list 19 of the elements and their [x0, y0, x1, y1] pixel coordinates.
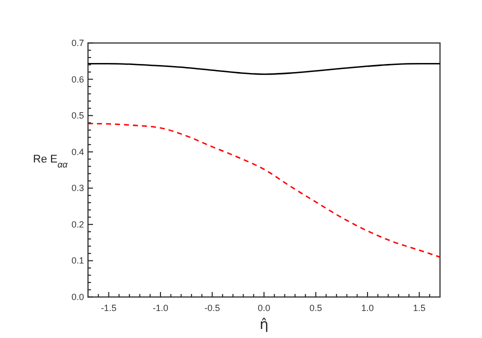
y-axis-title: Re E$_{αα}$: [33, 154, 68, 170]
y-tick-label: 0.5: [71, 110, 84, 121]
x-axis-title: η̂: [260, 317, 268, 333]
y-tick-label: 0.3: [71, 183, 84, 194]
y-tick-label: 0.1: [71, 256, 84, 266]
y-tick-label: 0.2: [71, 219, 84, 230]
y-tick-label: 0.6: [71, 74, 84, 84]
x-tick-label: -1.0: [152, 303, 168, 313]
x-tick-label: 0.0: [258, 303, 270, 313]
x-tick-label: 0.5: [310, 303, 322, 313]
line-series: [87, 62, 441, 75]
y-tick-label: 0.0: [71, 292, 84, 302]
y-tick-label: 0.4: [71, 146, 84, 157]
x-tick-label: -0.5: [204, 303, 220, 313]
y-tick-label: 0.7: [71, 38, 84, 48]
line-series: [87, 122, 441, 258]
x-tick-label: 1.5: [413, 303, 426, 313]
x-tick-label: -1.5: [100, 303, 116, 313]
x-tick-label: 1.0: [361, 303, 374, 313]
